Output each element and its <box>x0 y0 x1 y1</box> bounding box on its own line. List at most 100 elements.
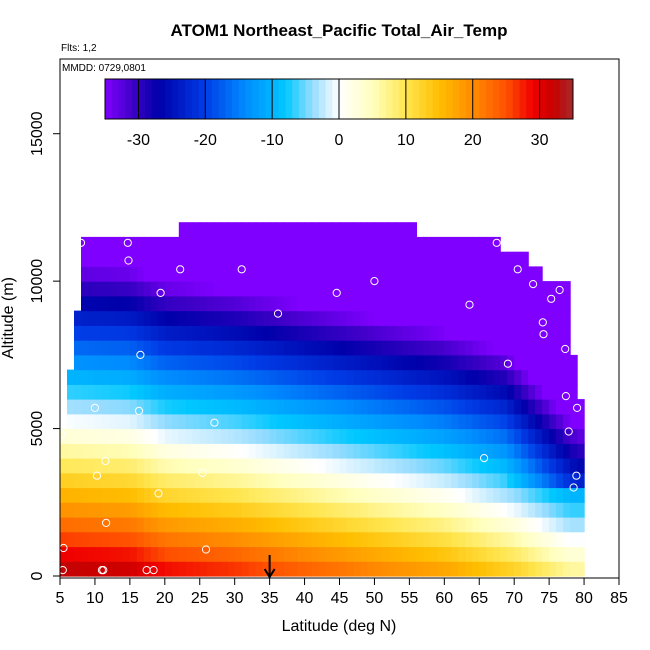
heatmap-cell <box>423 399 431 415</box>
heatmap-cell <box>199 561 208 577</box>
heatmap-cell <box>213 310 222 326</box>
heatmap-cell <box>157 295 166 312</box>
heatmap-cell <box>507 295 515 312</box>
heatmap-cell <box>514 487 522 503</box>
heatmap-cell <box>248 281 257 297</box>
heatmap-cell <box>108 236 117 253</box>
heatmap-cell <box>192 222 201 238</box>
heatmap-cell <box>234 561 243 577</box>
heatmap-cell <box>290 281 299 297</box>
heatmap-cell <box>465 236 473 253</box>
heatmap-cell <box>416 428 424 444</box>
heatmap-cell <box>192 369 201 385</box>
heatmap-cell <box>346 561 355 577</box>
heatmap-cell <box>402 546 410 562</box>
heatmap-cell <box>472 266 480 282</box>
heatmap-cell <box>108 502 117 518</box>
colorbar-segment <box>339 79 347 119</box>
colorbar-segment <box>272 79 280 119</box>
heatmap-cell <box>549 502 557 518</box>
heatmap-cell <box>318 487 327 503</box>
heatmap-cell <box>423 281 431 297</box>
heatmap-cell <box>437 517 445 533</box>
heatmap-cell <box>437 295 445 312</box>
heatmap-cell <box>437 428 445 444</box>
heatmap-cell <box>81 325 89 341</box>
heatmap-cell <box>213 502 222 518</box>
heatmap-cell <box>122 325 131 341</box>
heatmap-cell <box>129 310 138 326</box>
heatmap-cell <box>493 236 501 253</box>
heatmap-cell <box>227 561 236 577</box>
heatmap-cell <box>143 295 152 312</box>
heatmap-cell <box>255 310 264 326</box>
heatmap-cell <box>157 472 166 489</box>
heatmap-cell <box>339 369 348 385</box>
heatmap-cell <box>409 413 417 430</box>
heatmap-cell <box>444 399 452 415</box>
heatmap-cell <box>283 295 292 312</box>
heatmap-cell <box>395 502 403 518</box>
colorbar-segment <box>345 79 353 119</box>
heatmap-cell <box>556 546 564 562</box>
observation-point <box>198 468 207 477</box>
heatmap-cell <box>122 399 131 415</box>
heatmap-cell <box>311 281 320 297</box>
heatmap-cell <box>248 310 257 326</box>
heatmap-cell <box>472 561 480 577</box>
heatmap-cell <box>388 443 396 459</box>
heatmap-cell <box>178 428 187 444</box>
heatmap-cell <box>206 517 215 533</box>
heatmap-cell <box>129 236 138 253</box>
heatmap-cell <box>94 340 103 356</box>
heatmap-cell <box>493 340 501 356</box>
heatmap-cell <box>486 281 494 297</box>
heatmap-cell <box>563 384 571 400</box>
heatmap-cell <box>108 413 117 430</box>
heatmap-cell <box>206 546 215 562</box>
heatmap-cell <box>171 354 180 371</box>
heatmap-cell <box>199 413 208 430</box>
colorbar-segment <box>191 79 199 119</box>
heatmap-cell <box>514 561 522 577</box>
heatmap-cell <box>283 428 292 444</box>
heatmap-cell <box>500 487 508 503</box>
heatmap-cell <box>171 251 180 267</box>
heatmap-cell <box>143 487 152 503</box>
heatmap-cell <box>276 266 285 282</box>
heatmap-cell <box>60 561 68 577</box>
heatmap-cell <box>381 502 389 518</box>
heatmap-cell <box>528 546 536 562</box>
heatmap-cell <box>157 428 166 444</box>
heatmap-cell <box>276 561 285 577</box>
heatmap-cell <box>101 325 110 341</box>
heatmap-cell <box>423 472 431 489</box>
heatmap-cell <box>535 531 543 548</box>
colorbar-segment <box>258 79 266 119</box>
heatmap-cell <box>227 413 236 430</box>
heatmap-cell <box>367 443 376 459</box>
colorbar-segment <box>539 79 547 119</box>
heatmap-cell <box>542 561 550 577</box>
heatmap-cell <box>374 517 382 533</box>
heatmap-cell <box>444 531 452 548</box>
colorbar-tick-label: -10 <box>261 132 284 149</box>
heatmap-cell <box>290 428 299 444</box>
observation-point <box>210 418 219 427</box>
heatmap-cell <box>437 325 445 341</box>
heatmap-cell <box>297 354 306 371</box>
heatmap-cell <box>507 428 515 444</box>
heatmap-cell <box>262 236 271 253</box>
heatmap-cell <box>297 502 306 518</box>
heatmap-cell <box>318 531 327 548</box>
heatmap-cell <box>409 487 417 503</box>
heatmap-cell <box>164 354 173 371</box>
heatmap-cell <box>150 399 159 415</box>
heatmap-cell <box>101 340 110 356</box>
heatmap-cell <box>493 384 501 400</box>
heatmap-cell <box>101 458 110 474</box>
heatmap-cell <box>129 295 138 312</box>
heatmap-cell <box>444 281 452 297</box>
heatmap-cell <box>360 266 369 282</box>
heatmap-cell <box>332 443 341 459</box>
